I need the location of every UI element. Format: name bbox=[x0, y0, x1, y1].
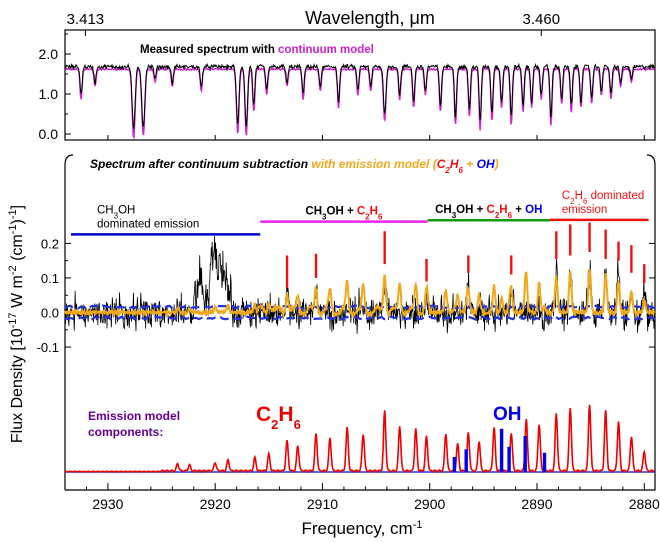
bottom-ytick-label: 0.0 bbox=[41, 306, 59, 321]
top-ytick-label: 0.0 bbox=[39, 126, 59, 142]
xtick-label: 2920 bbox=[200, 496, 231, 512]
oh-component-bar bbox=[542, 452, 547, 472]
top-panel-frame bbox=[64, 29, 656, 141]
top-ytick-label: 1.0 bbox=[39, 86, 59, 102]
oh-component-bar bbox=[499, 428, 504, 472]
xtick-label: 2880 bbox=[629, 496, 660, 512]
bottom-panel-title: Spectrum after continuum subtraction wit… bbox=[90, 157, 499, 175]
region-label: CH3OH + C2H6 + OH bbox=[435, 204, 542, 220]
xtick-label: 2930 bbox=[92, 496, 123, 512]
oh-component-bar bbox=[452, 457, 457, 472]
top-tick-label: 3.413 bbox=[67, 11, 105, 28]
bottom-panel-axes: 0.2 0.1 0.0 -0.1 2930 2920 2910 2900 2890 2880 Fre… bbox=[7, 154, 660, 538]
bottom-ytick-label: 0.1 bbox=[41, 271, 59, 286]
top-axis-title: Wavelength, μm bbox=[305, 8, 435, 28]
region-label: CH3OH + C2H6 bbox=[305, 206, 383, 222]
oh-component-label: OH bbox=[493, 404, 522, 425]
top-annotation: Measured spectrum with continuum model bbox=[140, 44, 374, 56]
xtick-label: 2910 bbox=[307, 496, 338, 512]
bottom-ytick-label: -0.1 bbox=[37, 340, 59, 355]
y-axis-label: Flux Density [10-17 W m-2 (cm-1)-1] bbox=[7, 205, 26, 443]
oh-component-bar bbox=[507, 446, 511, 472]
annotations: Emission model components: C2H6 OH bbox=[88, 403, 522, 439]
c2h6-component-line bbox=[65, 404, 655, 474]
oh-component-bar bbox=[464, 449, 468, 472]
bottom-panel-series bbox=[64, 222, 656, 334]
c2h6-component-label: C2H6 bbox=[256, 403, 301, 432]
emission-model-line bbox=[64, 268, 656, 319]
bottom-panel-frame bbox=[64, 154, 656, 491]
measured-spectrum-line bbox=[64, 62, 655, 129]
region-label-line1: CH3OH bbox=[97, 204, 135, 220]
oh-component-bar bbox=[523, 436, 527, 472]
continuum-model-line bbox=[64, 66, 655, 140]
xtick-label: 2900 bbox=[414, 496, 445, 512]
noise-envelope-lower bbox=[64, 315, 656, 321]
region-label-line1: C2H6 dominated bbox=[562, 190, 644, 206]
components-label-line2: components: bbox=[88, 425, 163, 439]
x-axis-label: Frequency, cm-1 bbox=[302, 519, 423, 538]
top-tick-label: 3.460 bbox=[523, 11, 561, 28]
top-ytick-label: 2.0 bbox=[39, 46, 59, 62]
top-panel-axes: Wavelength, μm 3.413 3.460 0.0 1.0 2.0 Measure… bbox=[39, 8, 656, 142]
top-panel-series bbox=[64, 62, 655, 140]
region-label-line2: dominated emission bbox=[97, 218, 199, 230]
noise-envelope-upper bbox=[64, 304, 656, 310]
components-series bbox=[65, 404, 655, 474]
components-label-line1: Emission model bbox=[88, 409, 180, 423]
region-label-line2: emission bbox=[562, 204, 607, 216]
xtick-label: 2890 bbox=[521, 496, 552, 512]
bottom-ytick-label: 0.2 bbox=[41, 236, 59, 251]
